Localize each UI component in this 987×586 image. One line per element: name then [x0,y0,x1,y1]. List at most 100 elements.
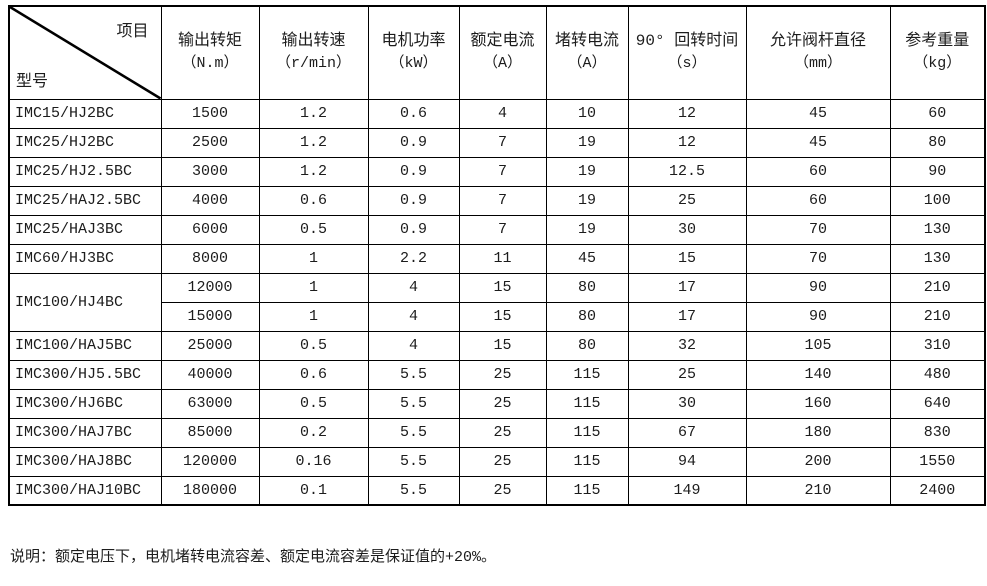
table-row: IMC100/HJ4BC 12000 1 4 15 80 17 90 210 [8,272,986,332]
value-cell: 1500 [160,98,260,129]
model-cell: IMC25/HJ2.5BC [8,156,162,187]
table-row: IMC300/HJ6BC 63000 0.5 5.5 25 115 30 160 640 [8,388,986,419]
value-cell: 25 [458,388,547,419]
column-header-3: 额定电流 （A） [458,5,547,100]
value-cell: 15 [458,301,547,332]
value-cell: 67 [627,417,747,448]
value-cell: 5.5 [367,446,460,477]
column-header-5: 90° 回转时间 （s） [627,5,747,100]
column-header-unit: （s） [667,55,707,73]
value-cell: 17 [627,272,747,303]
value-cell: 4 [458,98,547,129]
value-cell: 830 [889,417,986,448]
value-cell: 4 [367,301,460,332]
column-header-label: 电机功率 [381,32,446,51]
value-cell: 17 [627,301,747,332]
value-cell: 0.9 [367,156,460,187]
value-cell: 25 [627,185,747,216]
table-row: IMC25/HAJ2.5BC 4000 0.6 0.9 7 19 25 60 100 [8,185,986,216]
value-cell: 0.6 [258,185,369,216]
diagonal-line-icon [10,7,160,98]
value-cell: 70 [745,243,891,274]
value-cell: 2.2 [367,243,460,274]
value-cell: 19 [545,127,629,158]
model-cell: IMC15/HJ2BC [8,98,162,129]
value-cell: 1 [258,301,369,332]
table-row: IMC300/HJ5.5BC 40000 0.6 5.5 25 115 25 140 480 [8,359,986,390]
value-cell: 45 [745,98,891,129]
table-row: IMC60/HJ3BC 8000 1 2.2 11 45 15 70 130 [8,243,986,274]
value-cell: 30 [627,388,747,419]
value-cell: 180000 [160,475,260,506]
column-header-unit: （mm） [793,55,842,73]
value-cell: 25000 [160,330,260,361]
value-cell: 11 [458,243,547,274]
table-body: IMC15/HJ2BC 1500 1.2 0.6 4 10 12 45 60 IMC25/HJ2B… [8,98,986,506]
model-cell: IMC300/HJ5.5BC [8,359,162,390]
value-cell: 40000 [160,359,260,390]
model-cell: IMC25/HAJ2.5BC [8,185,162,216]
value-cell: 25 [627,359,747,390]
value-cell: 45 [745,127,891,158]
value-cell: 10 [545,98,629,129]
value-cell: 2500 [160,127,260,158]
value-cell: 149 [627,475,747,506]
value-cell: 0.6 [367,98,460,129]
column-header-unit: （kg） [913,55,962,73]
value-cell: 63000 [160,388,260,419]
value-cell: 7 [458,127,547,158]
value-cell: 12.5 [627,156,747,187]
table-row: IMC100/HAJ5BC 25000 0.5 4 15 80 32 105 310 [8,330,986,361]
value-cell: 310 [889,330,986,361]
model-cell: IMC60/HJ3BC [8,243,162,274]
value-cell: 60 [745,185,891,216]
model-cell: IMC100/HAJ5BC [8,330,162,361]
value-cell: 210 [745,475,891,506]
value-cell: 19 [545,214,629,245]
value-cell: 0.9 [367,214,460,245]
value-cell: 115 [545,446,629,477]
column-header-unit: （N.m） [181,55,239,73]
value-cell: 90 [889,156,986,187]
column-header-6: 允许阀杆直径 （mm） [745,5,891,100]
value-cell: 0.6 [258,359,369,390]
spec-table: 项目 型号 输出转矩 （N.m） 输出转速 （r/min） 电机功率 （kW） 额定电流 （A… [8,5,986,506]
column-header-4: 堵转电流 （A） [545,5,629,100]
value-cell: 130 [889,243,986,274]
table-row: IMC300/HAJ8BC 120000 0.16 5.5 25 115 94 200 1550 [8,446,986,477]
value-cell: 15 [627,243,747,274]
value-cell: 8000 [160,243,260,274]
value-cell: 210 [889,301,986,332]
value-cell: 25 [458,475,547,506]
table-row: IMC300/HAJ10BC 180000 0.1 5.5 25 115 149 210 240… [8,475,986,506]
value-cell: 19 [545,185,629,216]
table-row: IMC25/HJ2.5BC 3000 1.2 0.9 7 19 12.5 60 90 [8,156,986,187]
value-cell: 3000 [160,156,260,187]
column-header-label: 参考重量 [905,32,970,51]
value-cell: 7 [458,185,547,216]
value-cell: 5.5 [367,388,460,419]
value-cell: 140 [745,359,891,390]
value-cell: 60 [889,98,986,129]
value-cell: 12 [627,98,747,129]
corner-label-item: 项目 [116,23,149,41]
model-cell: IMC25/HJ2BC [8,127,162,158]
value-cell: 180 [745,417,891,448]
value-cell: 12000 [160,272,260,303]
note-text: 说明：额定电压下，电机堵转电流容差、额定电流容差是保证值的+20%。 [10,549,497,566]
value-cell: 15000 [160,301,260,332]
value-cell: 12 [627,127,747,158]
value-cell: 0.5 [258,214,369,245]
value-cell: 1.2 [258,127,369,158]
column-header-unit: （A） [482,55,522,73]
value-cell: 0.16 [258,446,369,477]
value-cell: 0.5 [258,330,369,361]
column-header-label: 输出转矩 [177,32,242,51]
value-cell: 80 [545,330,629,361]
value-cell: 30 [627,214,747,245]
value-cell: 0.9 [367,127,460,158]
value-cell: 5.5 [367,475,460,506]
value-cell: 480 [889,359,986,390]
value-cell: 1550 [889,446,986,477]
